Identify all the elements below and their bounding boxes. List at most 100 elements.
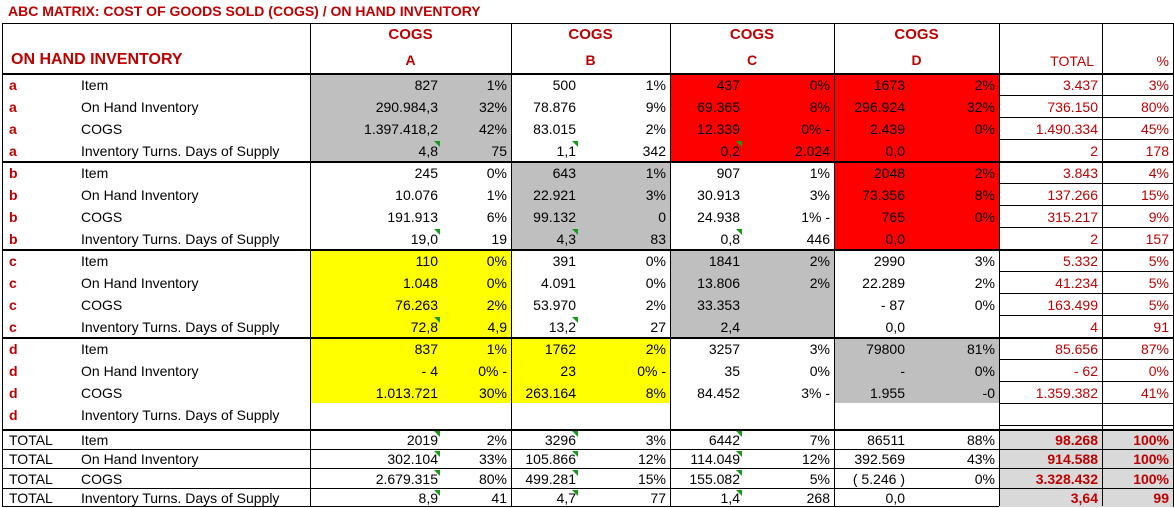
value-cell: 0% bbox=[1148, 363, 1169, 379]
value-cell: 4 bbox=[1090, 319, 1098, 335]
value-cell: 0,2 bbox=[720, 143, 740, 159]
cell-fill bbox=[310, 73, 511, 161]
value-cell: 105.866 bbox=[525, 451, 576, 468]
value-cell: 0,0 bbox=[885, 143, 905, 159]
value-cell: 268 bbox=[806, 490, 830, 507]
column-separator bbox=[834, 24, 835, 506]
total-row-separator bbox=[999, 337, 1173, 338]
error-marker-icon bbox=[434, 470, 440, 476]
value-cell: 6% bbox=[486, 209, 507, 225]
row-separator bbox=[3, 448, 1173, 450]
row-group-label: b bbox=[9, 209, 18, 225]
cogs-header-letter: A bbox=[405, 52, 416, 68]
value-cell: 907 bbox=[716, 165, 740, 181]
value-cell: 2% bbox=[645, 297, 666, 313]
cogs-header-letter: C bbox=[746, 52, 758, 68]
value-cell: 1.013.721 bbox=[375, 385, 438, 401]
row-group-label: TOTAL bbox=[9, 470, 53, 487]
error-marker-icon bbox=[434, 450, 440, 457]
column-separator bbox=[999, 24, 1000, 506]
value-cell: 1% bbox=[809, 165, 830, 181]
value-cell: 0% bbox=[809, 363, 830, 379]
error-marker-icon bbox=[434, 229, 440, 235]
value-cell: 2990 bbox=[873, 253, 905, 269]
value-cell: 2% bbox=[645, 121, 666, 137]
row-metric-label: Inventory Turns. Days of Supply bbox=[81, 319, 280, 335]
value-cell: 13,2 bbox=[548, 319, 576, 335]
value-cell: 80% bbox=[478, 470, 507, 487]
row-metric-label: Inventory Turns. Days of Supply bbox=[81, 231, 280, 247]
value-cell: 1673 bbox=[873, 77, 905, 93]
row-metric-label: COGS bbox=[81, 385, 123, 401]
row-group-label: c bbox=[9, 253, 17, 269]
value-cell: 0% bbox=[974, 121, 995, 137]
value-cell: 3,64 bbox=[1070, 490, 1098, 507]
row-metric-label: Inventory Turns. Days of Supply bbox=[81, 143, 280, 159]
cogs-header-word: COGS bbox=[568, 26, 613, 43]
value-cell: 437 bbox=[716, 77, 740, 93]
value-cell: 8% bbox=[974, 187, 995, 203]
value-cell: 2019 bbox=[406, 431, 438, 448]
value-cell: 86511 bbox=[867, 431, 905, 448]
value-cell: 32% bbox=[478, 99, 507, 115]
value-cell: 2 bbox=[1090, 231, 1098, 247]
value-cell: 0% bbox=[486, 275, 507, 291]
value-cell bbox=[909, 489, 995, 507]
value-cell: 446 bbox=[806, 231, 830, 247]
total-row-separator bbox=[999, 425, 1173, 426]
error-marker-icon bbox=[572, 470, 578, 476]
value-cell: 22.289 bbox=[862, 275, 905, 291]
value-cell: ( 5.246 ) bbox=[852, 470, 905, 487]
value-cell: 2 bbox=[1090, 143, 1098, 159]
value-cell: 12% bbox=[637, 451, 666, 468]
value-cell: 8,9 bbox=[418, 490, 438, 507]
error-marker-icon bbox=[736, 229, 742, 235]
value-cell: 3.843 bbox=[1062, 165, 1098, 181]
value-cell: 0% bbox=[809, 77, 830, 93]
row-metric-label: On Hand Inventory bbox=[81, 275, 199, 291]
value-cell: 80% bbox=[1140, 99, 1169, 115]
value-cell: 0% bbox=[974, 470, 995, 487]
row-group-label: a bbox=[9, 99, 17, 115]
value-cell: 4% bbox=[1148, 165, 1169, 181]
value-cell: 2% bbox=[486, 297, 507, 313]
value-cell: 87% bbox=[1140, 341, 1169, 357]
cogs-header-letter: D bbox=[911, 52, 922, 68]
cell-fill bbox=[834, 161, 999, 249]
value-cell: 302.104 bbox=[387, 451, 438, 468]
value-cell: 1.955 bbox=[869, 385, 905, 401]
row-group-label: b bbox=[9, 187, 18, 203]
value-cell: 178 bbox=[1145, 143, 1169, 159]
value-cell: 2% bbox=[809, 275, 830, 291]
error-marker-icon bbox=[434, 489, 440, 496]
value-cell: 83.015 bbox=[533, 121, 576, 137]
row-separator bbox=[3, 73, 1173, 75]
value-cell: 0% bbox=[974, 209, 995, 225]
value-cell: 8% bbox=[645, 385, 666, 401]
value-cell: - 87 bbox=[880, 297, 905, 313]
value-cell bbox=[909, 142, 995, 160]
value-cell bbox=[744, 318, 830, 336]
error-marker-icon bbox=[736, 450, 742, 457]
row-metric-label: Inventory Turns. Days of Supply bbox=[81, 407, 280, 423]
cell-fill bbox=[670, 249, 834, 337]
value-cell: 2% bbox=[974, 275, 995, 291]
value-cell: 41.234 bbox=[1055, 275, 1098, 291]
row-metric-label: COGS bbox=[81, 121, 123, 137]
row-metric-label: Item bbox=[81, 341, 109, 357]
value-cell: 499.281 bbox=[525, 470, 576, 487]
value-cell: 19 bbox=[491, 231, 507, 247]
value-cell: 1% - bbox=[801, 209, 830, 225]
value-cell: 3% bbox=[645, 431, 666, 448]
total-row-separator bbox=[999, 381, 1173, 382]
value-cell: 0% bbox=[974, 363, 995, 379]
value-cell: 2% bbox=[645, 341, 666, 357]
error-marker-icon bbox=[434, 141, 440, 147]
column-separator bbox=[511, 24, 512, 506]
value-cell: 75 bbox=[491, 143, 507, 159]
value-cell: 157 bbox=[1145, 231, 1169, 247]
value-cell: 1.490.334 bbox=[1035, 121, 1098, 137]
value-cell bbox=[442, 406, 507, 424]
row-group-label: a bbox=[9, 121, 17, 137]
value-cell: 3% bbox=[974, 253, 995, 269]
